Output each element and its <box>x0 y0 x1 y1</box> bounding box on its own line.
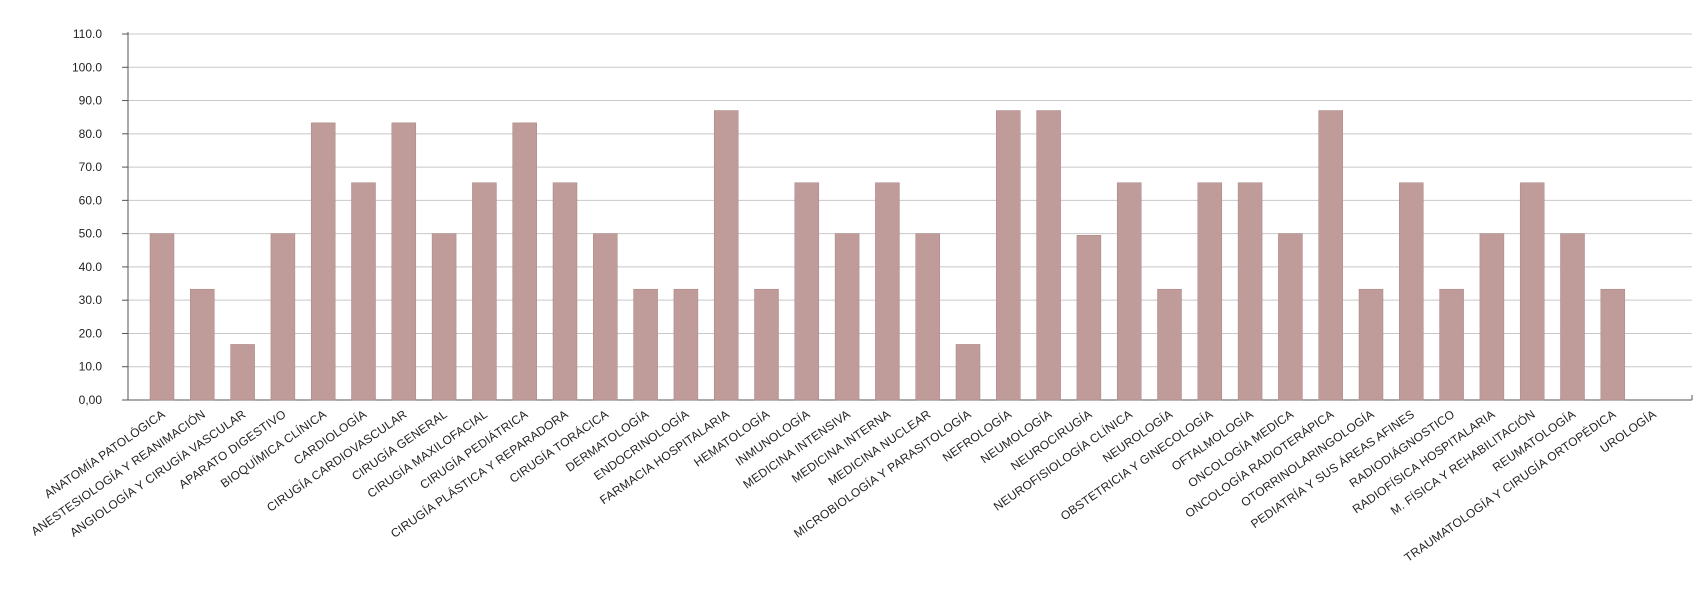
bar <box>1157 288 1182 401</box>
bar <box>915 233 940 401</box>
bar <box>1036 110 1061 401</box>
category-label: NEFROLOGÍA <box>939 406 1014 465</box>
bar <box>1197 182 1223 401</box>
bar <box>955 344 981 401</box>
bar <box>593 233 618 401</box>
bar <box>1237 182 1263 401</box>
bar <box>351 182 376 401</box>
category-label: ANESTESIOLOGÍA Y REANIMACIÓN <box>28 406 208 538</box>
y-tick-label: 70.0 <box>79 160 103 174</box>
y-tick-label: 50.0 <box>79 227 103 241</box>
bar <box>1600 288 1626 401</box>
bar <box>1278 233 1303 401</box>
bar <box>472 182 497 401</box>
y-tick-label: 110.0 <box>73 27 102 41</box>
bar <box>1479 233 1505 401</box>
bar <box>391 122 417 401</box>
category-label: ANGIOLOGÍA Y CIRUGÍA VASCULAR <box>67 406 249 540</box>
y-tick-label: 20.0 <box>79 326 103 340</box>
y-tick-label: 80.0 <box>79 127 103 141</box>
bar <box>230 344 255 401</box>
bar <box>633 288 658 401</box>
bar <box>1560 233 1585 401</box>
bar <box>1076 235 1102 401</box>
bar <box>1358 288 1384 401</box>
bar <box>875 182 900 401</box>
axis-layer <box>122 32 1693 401</box>
bar <box>794 182 820 401</box>
bar <box>713 110 739 401</box>
y-tick-label: 60.0 <box>79 193 103 207</box>
bar <box>270 233 296 401</box>
bar <box>1318 110 1343 401</box>
y-tick-label: 30.0 <box>79 293 103 307</box>
bar <box>512 122 537 401</box>
y-tick-label: 10.0 <box>79 360 103 374</box>
y-tick-label: 100.0 <box>72 60 102 74</box>
bar <box>1439 288 1464 401</box>
bar <box>996 110 1021 401</box>
bar <box>552 182 578 401</box>
bar <box>310 122 336 401</box>
grid-layer <box>128 33 1692 368</box>
bar <box>1399 182 1424 401</box>
bar <box>431 233 457 401</box>
bar <box>1519 182 1545 401</box>
bar <box>1116 182 1142 401</box>
bar <box>190 288 215 401</box>
y-tick-label: 90.0 <box>79 94 103 108</box>
bar-layer <box>149 110 1626 401</box>
bar <box>834 233 860 401</box>
y-tick-label: 40.0 <box>79 260 103 274</box>
bar <box>149 233 175 401</box>
y-tick-label: 0,00 <box>79 393 103 407</box>
bar <box>673 288 699 401</box>
bar <box>754 288 779 401</box>
